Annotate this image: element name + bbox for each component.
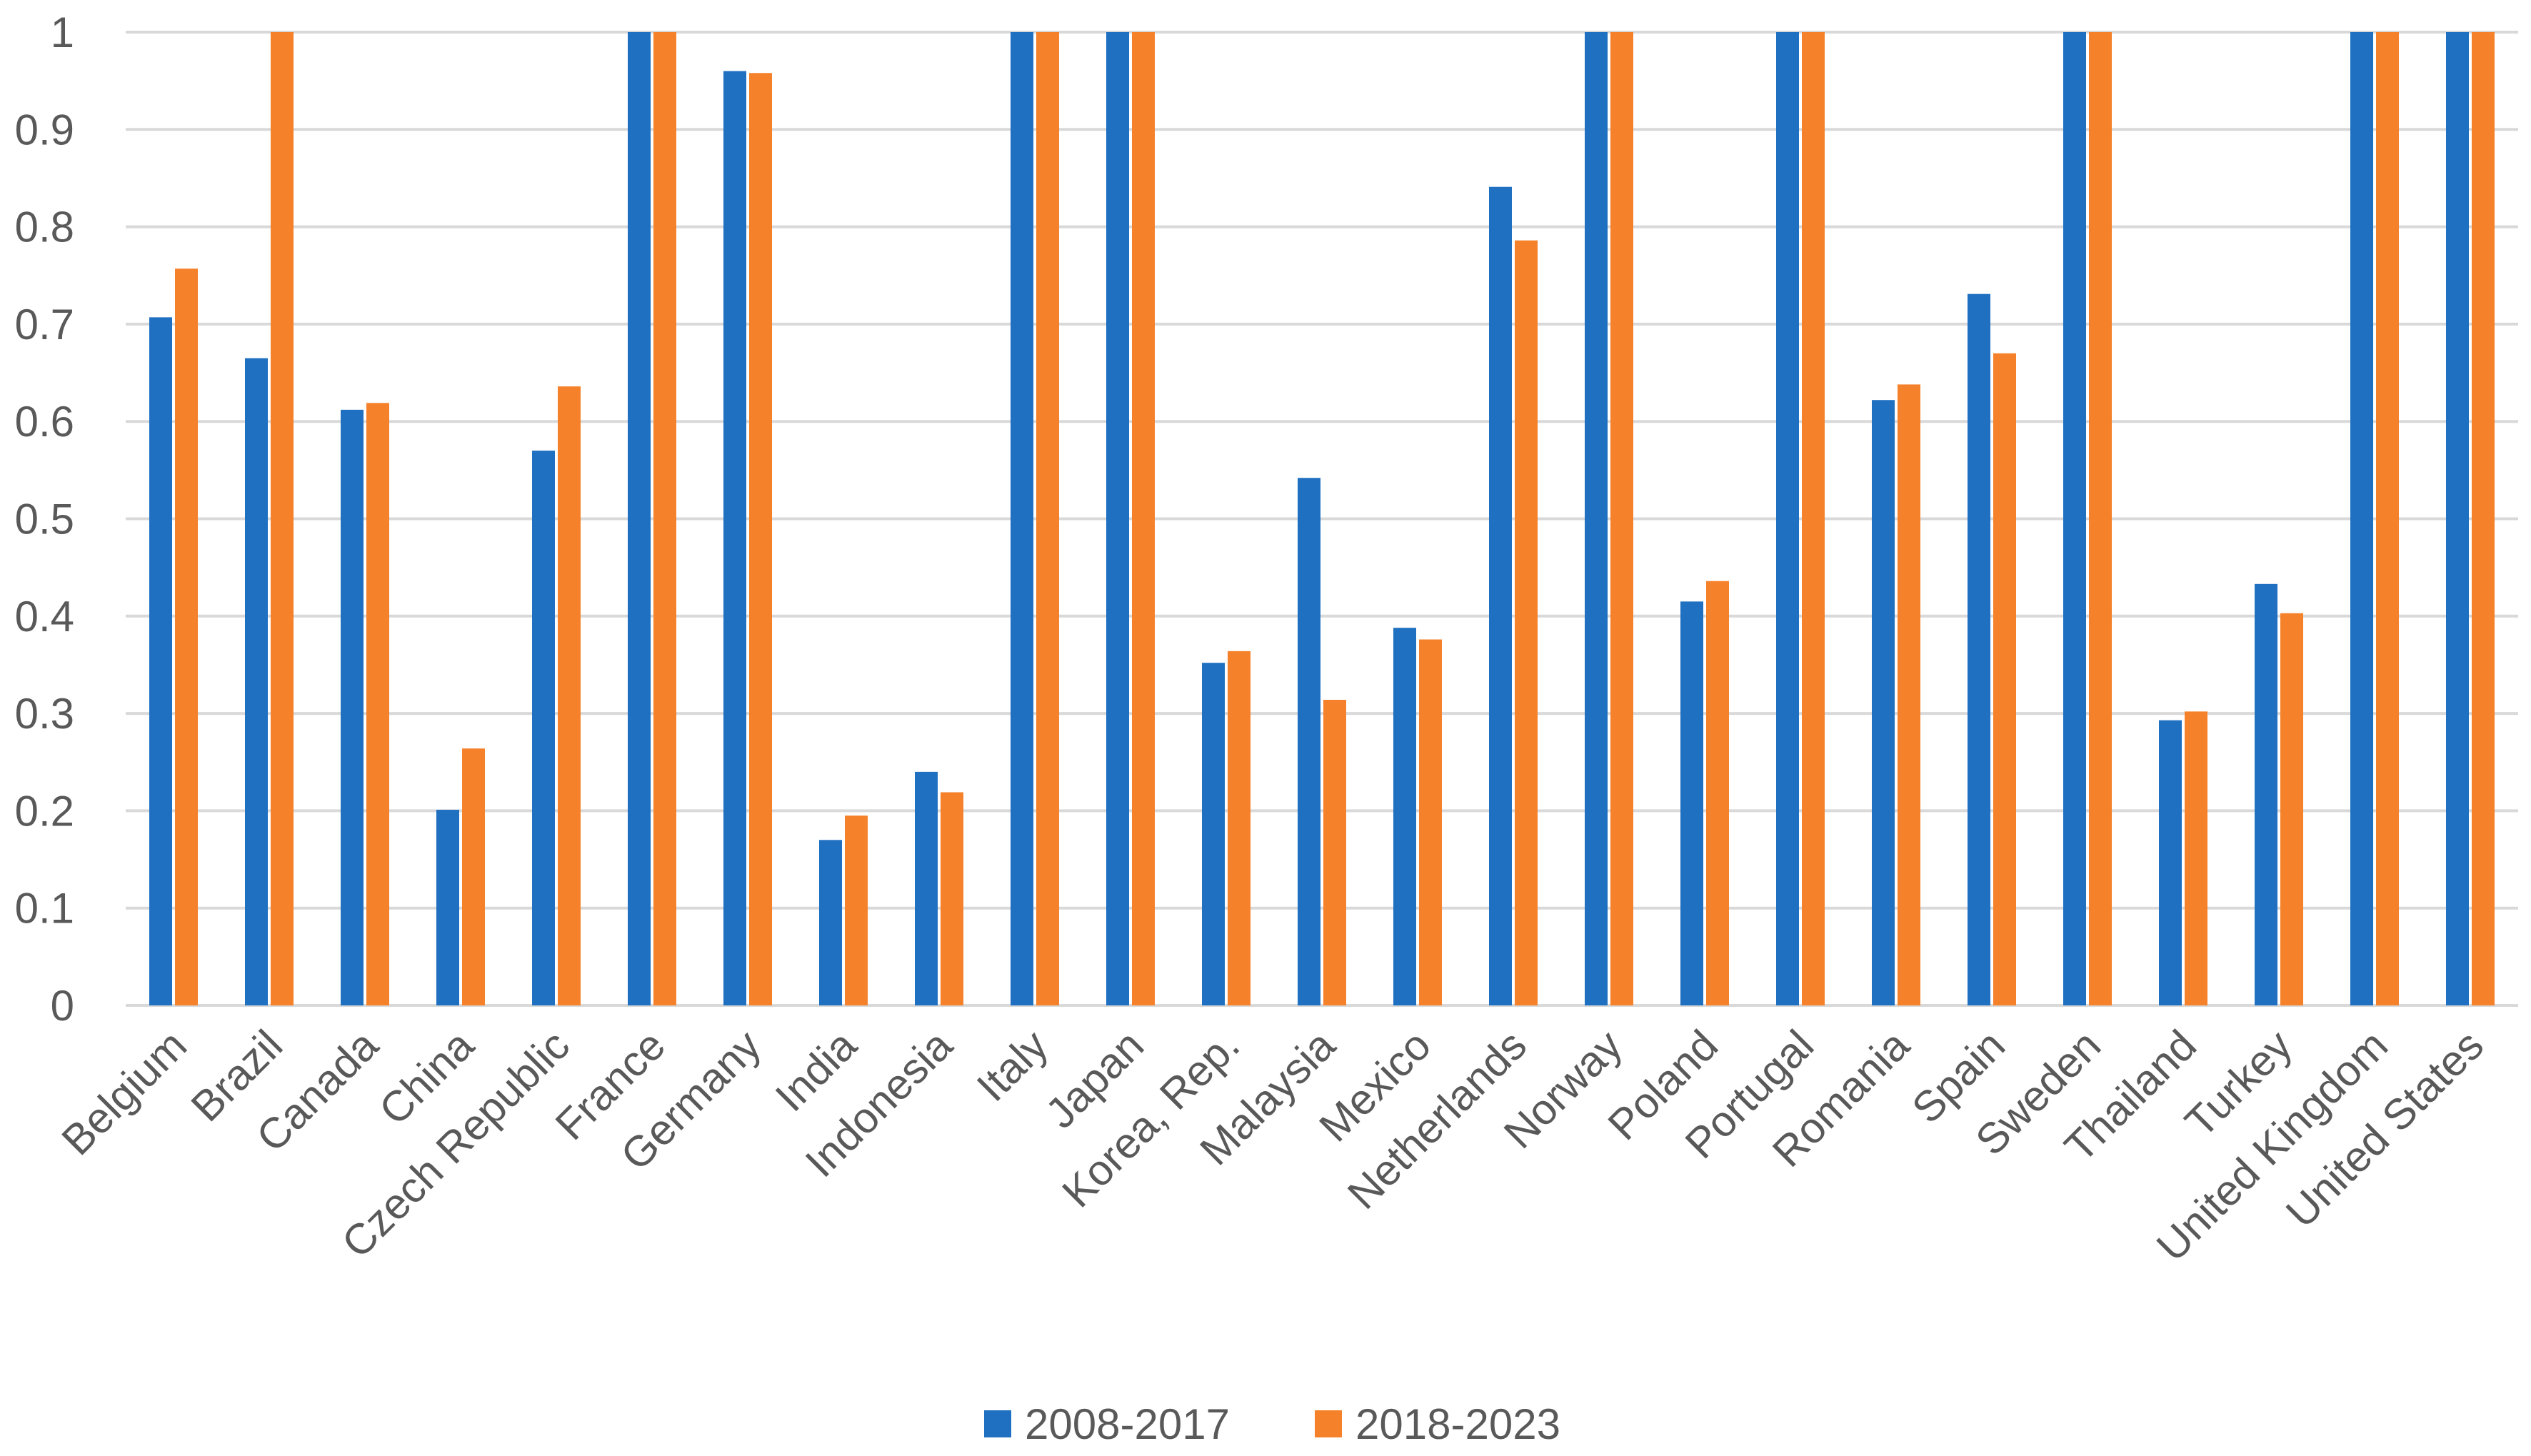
bar (436, 810, 459, 1005)
bar (1106, 32, 1129, 1005)
bar (653, 32, 676, 1005)
y-tick-label: 0.2 (15, 787, 74, 835)
bar (915, 771, 938, 1005)
bar (366, 403, 389, 1005)
bar (1393, 628, 1416, 1005)
bar (2350, 32, 2373, 1005)
bar (2472, 32, 2495, 1005)
y-tick-label: 0.9 (15, 106, 74, 154)
y-tick-label: 0.7 (15, 301, 74, 348)
bar (1228, 651, 1251, 1005)
bar (1898, 384, 1920, 1005)
bar (1776, 32, 1799, 1005)
bar (1515, 240, 1538, 1005)
bar (149, 317, 172, 1005)
bar (2159, 720, 2182, 1005)
bar (1706, 581, 1729, 1005)
bar (2255, 583, 2277, 1005)
bar (1419, 639, 1442, 1005)
y-tick-label: 1 (51, 9, 74, 56)
bar (941, 792, 963, 1005)
y-tick-label: 0.5 (15, 496, 74, 543)
bar (1680, 601, 1703, 1005)
bar (1585, 32, 1608, 1005)
bar (749, 73, 772, 1006)
x-tick-label: Belgium (53, 1021, 196, 1165)
bar (2280, 613, 2303, 1005)
bar (1323, 700, 1346, 1005)
bar (2446, 32, 2469, 1005)
bar (2376, 32, 2399, 1005)
bar (845, 815, 868, 1005)
bar (819, 840, 842, 1005)
bar (2063, 32, 2086, 1005)
bar (1993, 353, 2016, 1005)
legend-label: 2018-2023 (1355, 1400, 1560, 1448)
bar (1872, 400, 1895, 1005)
bar (462, 748, 485, 1005)
bar (1802, 32, 1825, 1005)
bar (2089, 32, 2112, 1005)
bar (1036, 32, 1059, 1005)
legend-label: 2008-2017 (1025, 1400, 1230, 1448)
legend-swatch (1315, 1410, 1342, 1437)
y-tick-label: 0.3 (15, 690, 74, 738)
y-tick-label: 0 (51, 982, 74, 1030)
y-tick-label: 0.8 (15, 204, 74, 251)
bar (1132, 32, 1155, 1005)
bar (532, 451, 555, 1005)
bar (628, 32, 651, 1005)
bar (558, 386, 581, 1005)
y-tick-label: 0.1 (15, 885, 74, 933)
bar (1298, 478, 1320, 1005)
bar (723, 71, 746, 1005)
bar (245, 358, 268, 1006)
y-tick-label: 0.4 (15, 593, 74, 641)
bar (1610, 32, 1633, 1005)
bar (1011, 32, 1033, 1005)
bar (271, 32, 294, 1005)
bar (341, 409, 364, 1005)
bar (2185, 711, 2207, 1005)
bar (1489, 186, 1512, 1005)
bar (1968, 293, 1990, 1006)
legend-swatch (984, 1410, 1011, 1437)
bar (175, 268, 198, 1006)
y-tick-label: 0.6 (15, 398, 74, 446)
bar (1202, 663, 1225, 1005)
